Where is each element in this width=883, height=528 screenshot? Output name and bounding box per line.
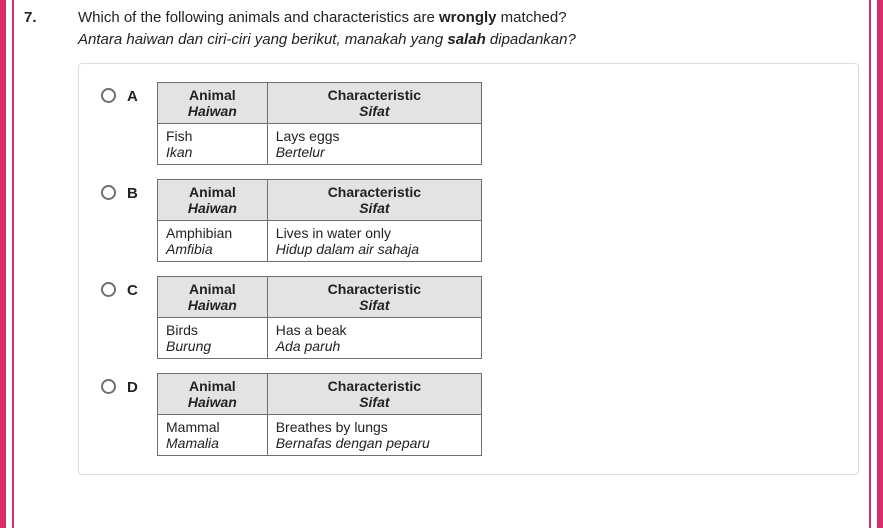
option-a-char-ms: Bertelur xyxy=(276,144,473,160)
option-c-radio[interactable] xyxy=(101,282,116,297)
header-animal-ms: Haiwan xyxy=(166,103,259,119)
option-a-label: A xyxy=(127,82,157,105)
option-b-label: B xyxy=(127,179,157,202)
question-text-en-after: matched? xyxy=(497,9,567,26)
option-c-label: C xyxy=(127,276,157,299)
option-a-animal-en: Fish xyxy=(166,128,259,144)
option-a-animal-ms: Ikan xyxy=(166,144,259,160)
option-a-char-en: Lays eggs xyxy=(276,128,473,144)
question-text-ms: Antara haiwan dan ciri-ciri yang berikut… xyxy=(78,30,859,50)
option-b: B Animal Haiwan Chara xyxy=(101,179,836,262)
option-c-header-char: Characteristic Sifat xyxy=(267,276,481,317)
option-a: A Animal Haiwan Chara xyxy=(101,82,836,165)
option-b-header-animal: Animal Haiwan xyxy=(158,179,268,220)
question-text-ms-bold: salah xyxy=(447,31,485,48)
option-d-table: Animal Haiwan Characteristic Sifat xyxy=(157,373,482,456)
option-a-radio-cell xyxy=(101,82,127,108)
option-b-char-cell: Lives in water only Hidup dalam air saha… xyxy=(267,220,481,261)
header-animal-en: Animal xyxy=(166,87,259,103)
options-container: A Animal Haiwan Chara xyxy=(78,63,859,475)
page-outer-frame: 7. Which of the following animals and ch… xyxy=(0,0,883,528)
option-d-label: D xyxy=(127,373,157,396)
option-b-radio[interactable] xyxy=(101,185,116,200)
option-d-animal-cell: Mammal Mamalia xyxy=(158,414,268,455)
option-a-header-animal: Animal Haiwan xyxy=(158,82,268,123)
option-a-content: Animal Haiwan Characteristic Sifat xyxy=(157,82,482,165)
option-c-table: Animal Haiwan Characteristic Sifat xyxy=(157,276,482,359)
option-b-radio-cell xyxy=(101,179,127,205)
option-d-header-char: Characteristic Sifat xyxy=(267,373,481,414)
option-d-content: Animal Haiwan Characteristic Sifat xyxy=(157,373,482,456)
question-text-en: Which of the following animals and chara… xyxy=(78,8,859,28)
option-b-header-char: Characteristic Sifat xyxy=(267,179,481,220)
option-c-header-animal: Animal Haiwan xyxy=(158,276,268,317)
option-a-char-cell: Lays eggs Bertelur xyxy=(267,123,481,164)
option-b-animal-cell: Amphibian Amfibia xyxy=(158,220,268,261)
option-a-animal-cell: Fish Ikan xyxy=(158,123,268,164)
option-d: D Animal Haiwan Chara xyxy=(101,373,836,456)
question-text-en-before: Which of the following animals and chara… xyxy=(78,9,439,26)
option-a-radio[interactable] xyxy=(101,88,116,103)
header-char-ms: Sifat xyxy=(276,103,473,119)
option-a-header-char: Characteristic Sifat xyxy=(267,82,481,123)
option-c-animal-cell: Birds Burung xyxy=(158,317,268,358)
question-row: 7. Which of the following animals and ch… xyxy=(24,8,859,475)
option-d-radio-cell xyxy=(101,373,127,399)
question-body: Which of the following animals and chara… xyxy=(78,8,859,475)
option-d-char-cell: Breathes by lungs Bernafas dengan peparu xyxy=(267,414,481,455)
question-number: 7. xyxy=(24,8,78,26)
option-c: C Animal Haiwan Chara xyxy=(101,276,836,359)
page-inner-frame: 7. Which of the following animals and ch… xyxy=(12,0,871,528)
question-text-en-bold: wrongly xyxy=(439,9,497,26)
option-b-table: Animal Haiwan Characteristic Sifat xyxy=(157,179,482,262)
option-d-header-animal: Animal Haiwan xyxy=(158,373,268,414)
option-d-radio[interactable] xyxy=(101,379,116,394)
option-c-radio-cell xyxy=(101,276,127,302)
option-b-content: Animal Haiwan Characteristic Sifat xyxy=(157,179,482,262)
option-c-char-cell: Has a beak Ada paruh xyxy=(267,317,481,358)
header-char-en: Characteristic xyxy=(276,87,473,103)
question-text-ms-before: Antara haiwan dan ciri-ciri yang berikut… xyxy=(78,31,447,48)
question-text-ms-after: dipadankan? xyxy=(486,31,576,48)
option-a-table: Animal Haiwan Characteristic Sifat xyxy=(157,82,482,165)
option-c-content: Animal Haiwan Characteristic Sifat xyxy=(157,276,482,359)
